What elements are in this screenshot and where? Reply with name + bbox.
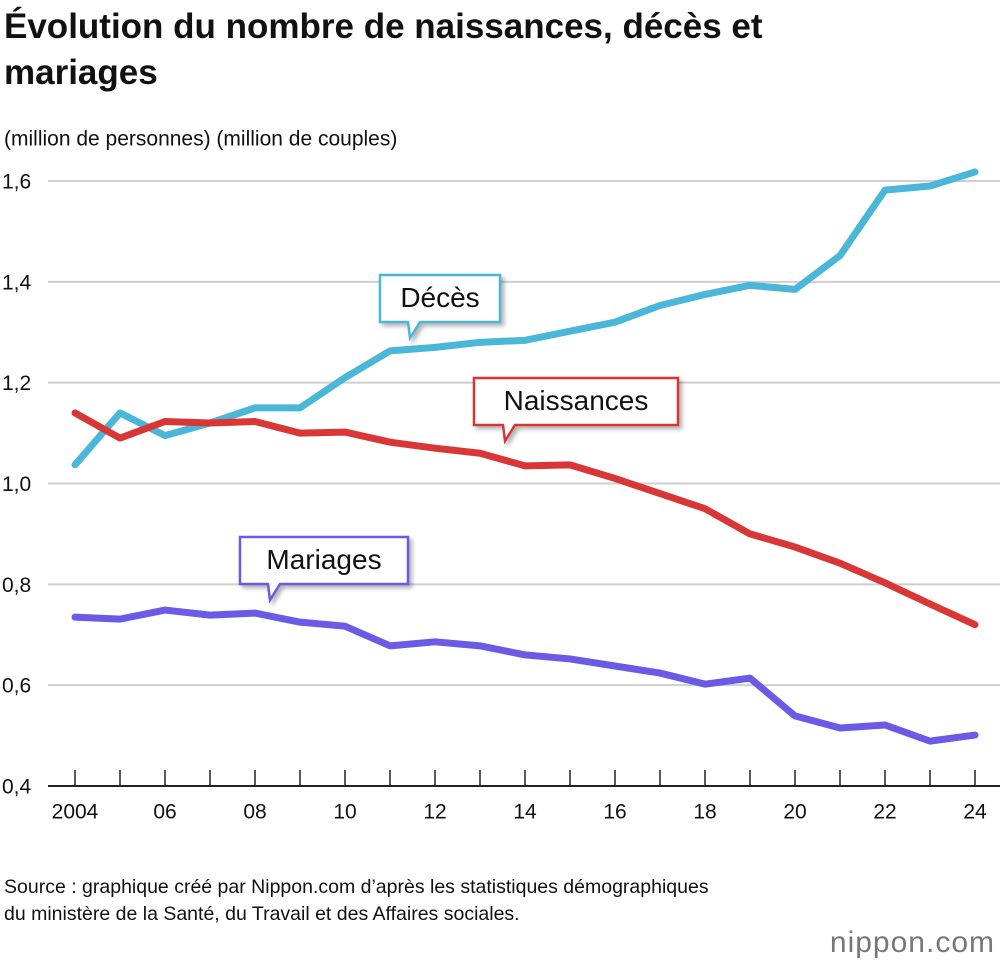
x-tick-label: 2004: [52, 801, 99, 824]
callout-box: [238, 535, 410, 604]
x-tick-label: 06: [153, 801, 176, 824]
y-tick-label: 1,0: [2, 473, 31, 496]
x-tick-label: 12: [423, 801, 446, 824]
line-series: [71, 409, 979, 629]
y-tick-label: 1,4: [2, 271, 32, 294]
series-callout: [378, 273, 502, 342]
chart-title: Évolution du nombre de naissances, décès…: [4, 7, 763, 92]
x-tick-label: 24: [963, 801, 987, 824]
line-series: [71, 606, 979, 745]
x-tick-label: 18: [693, 801, 716, 824]
y-tick-label: 0,8: [2, 574, 31, 597]
series-callout: [238, 535, 410, 604]
x-tick-label: 14: [513, 801, 537, 824]
logo: nippon.com: [830, 926, 995, 959]
x-tick-label: 20: [783, 801, 806, 824]
x-tick-label: 16: [603, 801, 626, 824]
legend-label: Naissances: [504, 385, 649, 416]
callout-box: [472, 376, 680, 445]
y-tick-label: 1,2: [2, 372, 31, 395]
x-tick-label: 08: [243, 801, 266, 824]
callout-box: [378, 273, 502, 342]
source-note: Source : graphique créé par Nippon.com d…: [4, 876, 709, 925]
line-series: [71, 168, 979, 469]
y-tick-label: 0,6: [2, 675, 31, 698]
y-tick-label: 0,4: [2, 776, 32, 799]
y-tick-label: 1,6: [2, 171, 31, 194]
x-tick-label: 10: [333, 801, 356, 824]
y-axis-label: (million de personnes) (million de coupl…: [4, 128, 397, 151]
legend-label: Décès: [400, 282, 479, 313]
legend-label: Mariages: [266, 544, 381, 575]
series-callout: [472, 376, 680, 445]
x-tick-label: 22: [873, 801, 896, 824]
